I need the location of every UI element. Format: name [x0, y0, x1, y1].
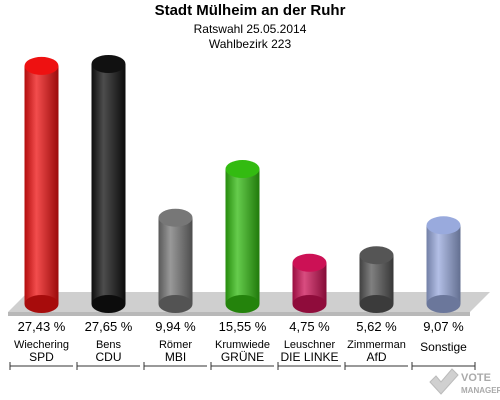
- value-label: 4,75 %: [289, 319, 330, 334]
- label-separators: [9, 362, 476, 370]
- value-label: 9,07 %: [423, 319, 464, 334]
- value-label: 5,62 %: [356, 319, 397, 334]
- value-label: 27,43 %: [18, 319, 66, 334]
- category-label: SPD: [29, 350, 54, 364]
- candidate-label: Römer: [159, 339, 192, 351]
- chart-title: Stadt Mülheim an der Ruhr: [154, 2, 346, 19]
- watermark-line2: MANAGER: [461, 386, 500, 395]
- bar-spd: [24, 56, 59, 313]
- bar-cdu: [91, 55, 126, 313]
- bar-die-linke: [292, 253, 327, 313]
- checkmark-icon: [429, 368, 459, 395]
- bar-sonstige: [426, 216, 461, 313]
- candidate-label: Wiechering: [14, 339, 69, 351]
- chart-subtitle: Ratswahl 25.05.2014: [193, 22, 307, 36]
- value-label: 15,55 %: [219, 319, 267, 334]
- category-label: MBI: [165, 350, 186, 364]
- bar-mbi: [158, 208, 193, 313]
- candidate-label: Krumwiede: [215, 339, 270, 351]
- category-label: Sonstige: [420, 340, 467, 354]
- bar-grüne: [225, 160, 260, 313]
- chart-floor-edge: [8, 312, 470, 316]
- category-label: CDU: [96, 350, 122, 364]
- bar-afd: [359, 246, 394, 313]
- chart-district: Wahlbezirk 223: [208, 37, 292, 51]
- watermark-line1: VOTE: [461, 372, 491, 384]
- category-label: DIE LINKE: [280, 350, 338, 364]
- candidate-label: Bens: [96, 339, 122, 351]
- value-label: 9,94 %: [155, 319, 196, 334]
- vote-manager-logo: VOTE MANAGER: [429, 368, 500, 395]
- value-label: 27,65 %: [85, 319, 133, 334]
- candidate-label: Leuschner: [284, 339, 336, 351]
- category-label: GRÜNE: [221, 350, 264, 364]
- category-label: AfD: [366, 350, 386, 364]
- candidate-label: Zimmerman: [347, 339, 406, 351]
